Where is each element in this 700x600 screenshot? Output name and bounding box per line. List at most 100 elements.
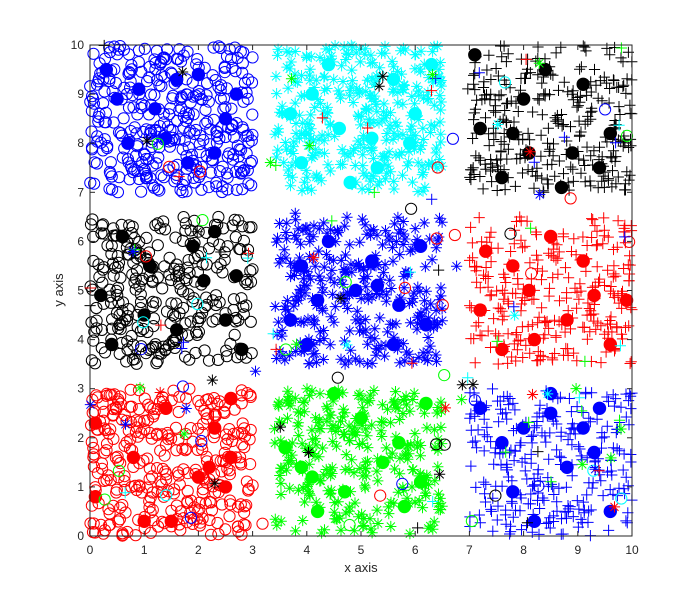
- data-point: [324, 253, 336, 265]
- data-point: [293, 132, 305, 144]
- data-point: [465, 424, 477, 436]
- data-point: [491, 514, 503, 526]
- data-point: [229, 65, 242, 78]
- data-point: [516, 167, 529, 179]
- data-point: [490, 106, 502, 118]
- data-point: [387, 83, 399, 95]
- data-point: [371, 106, 383, 118]
- data-point: [226, 153, 240, 166]
- data-point: [431, 319, 444, 331]
- data-point: [562, 343, 574, 355]
- cluster-center-point: [468, 48, 482, 62]
- data-point: [543, 247, 555, 259]
- data-point: [378, 98, 390, 110]
- outlier-point: [573, 392, 585, 404]
- data-point: [400, 390, 412, 402]
- data-point: [406, 120, 418, 132]
- data-point: [199, 103, 212, 117]
- data-point: [580, 45, 592, 57]
- data-point: [289, 76, 301, 88]
- data-point: [352, 109, 364, 121]
- data-point: [617, 80, 629, 93]
- data-point: [296, 185, 308, 197]
- data-point: [293, 430, 305, 442]
- data-point: [314, 475, 326, 487]
- data-point: [398, 79, 410, 92]
- data-point: [96, 276, 109, 289]
- outlier-point: [456, 394, 468, 406]
- data-point: [107, 499, 120, 512]
- data-point: [388, 331, 400, 343]
- data-point: [181, 45, 194, 58]
- data-point: [574, 278, 586, 290]
- data-point: [221, 240, 234, 253]
- data-point: [282, 305, 294, 317]
- cluster-center-point: [208, 146, 222, 160]
- data-point: [272, 126, 284, 138]
- outlier-point: [593, 465, 605, 477]
- data-point: [362, 294, 374, 306]
- cluster-center-point: [576, 77, 590, 92]
- data-point: [134, 295, 148, 309]
- data-point: [151, 239, 164, 252]
- data-point: [436, 315, 448, 327]
- data-point: [124, 383, 137, 396]
- data-point: [625, 390, 637, 402]
- data-point: [479, 488, 491, 500]
- data-point: [184, 422, 197, 435]
- data-point: [568, 347, 580, 359]
- data-point: [295, 90, 307, 102]
- outlier-point: [163, 160, 176, 173]
- data-point: [382, 326, 394, 338]
- data-point: [499, 271, 511, 284]
- data-point: [625, 403, 637, 415]
- cluster-center-point: [310, 504, 325, 519]
- data-point: [481, 64, 493, 76]
- data-point: [105, 239, 118, 252]
- data-point: [604, 484, 616, 496]
- data-point: [299, 406, 311, 418]
- data-point: [560, 481, 572, 493]
- data-point: [610, 119, 622, 131]
- data-point: [506, 497, 518, 509]
- data-point: [624, 357, 636, 370]
- data-point: [591, 413, 603, 425]
- y-tick-label: 4: [77, 333, 84, 347]
- outlier-point: [532, 446, 544, 458]
- data-point: [151, 462, 164, 475]
- outlier-point: [438, 438, 451, 451]
- outlier-point: [620, 129, 634, 142]
- data-point: [326, 467, 338, 480]
- data-point: [326, 264, 338, 276]
- data-point: [605, 311, 617, 323]
- data-point: [214, 258, 227, 271]
- data-point: [246, 108, 259, 121]
- outlier-point: [343, 518, 356, 532]
- data-point: [97, 405, 111, 418]
- data-point: [402, 453, 414, 465]
- data-point: [575, 285, 587, 297]
- data-point: [138, 164, 152, 177]
- data-point: [167, 308, 180, 322]
- data-point: [144, 88, 157, 101]
- data-point: [366, 527, 378, 539]
- data-point: [477, 183, 489, 195]
- data-point: [557, 168, 570, 180]
- data-point: [168, 175, 181, 188]
- data-point: [397, 98, 409, 110]
- data-point: [154, 444, 167, 457]
- cluster-center-point: [148, 102, 162, 116]
- data-point: [235, 384, 248, 397]
- data-point: [363, 183, 375, 196]
- data-point: [415, 307, 427, 319]
- data-point: [595, 475, 607, 487]
- data-point: [551, 444, 563, 456]
- data-point: [142, 246, 156, 259]
- cluster-center-point: [603, 337, 617, 352]
- data-point: [85, 316, 98, 329]
- data-point: [149, 338, 162, 351]
- data-point: [224, 498, 237, 511]
- data-point: [90, 157, 104, 170]
- data-point: [552, 268, 564, 280]
- data-point: [356, 213, 368, 225]
